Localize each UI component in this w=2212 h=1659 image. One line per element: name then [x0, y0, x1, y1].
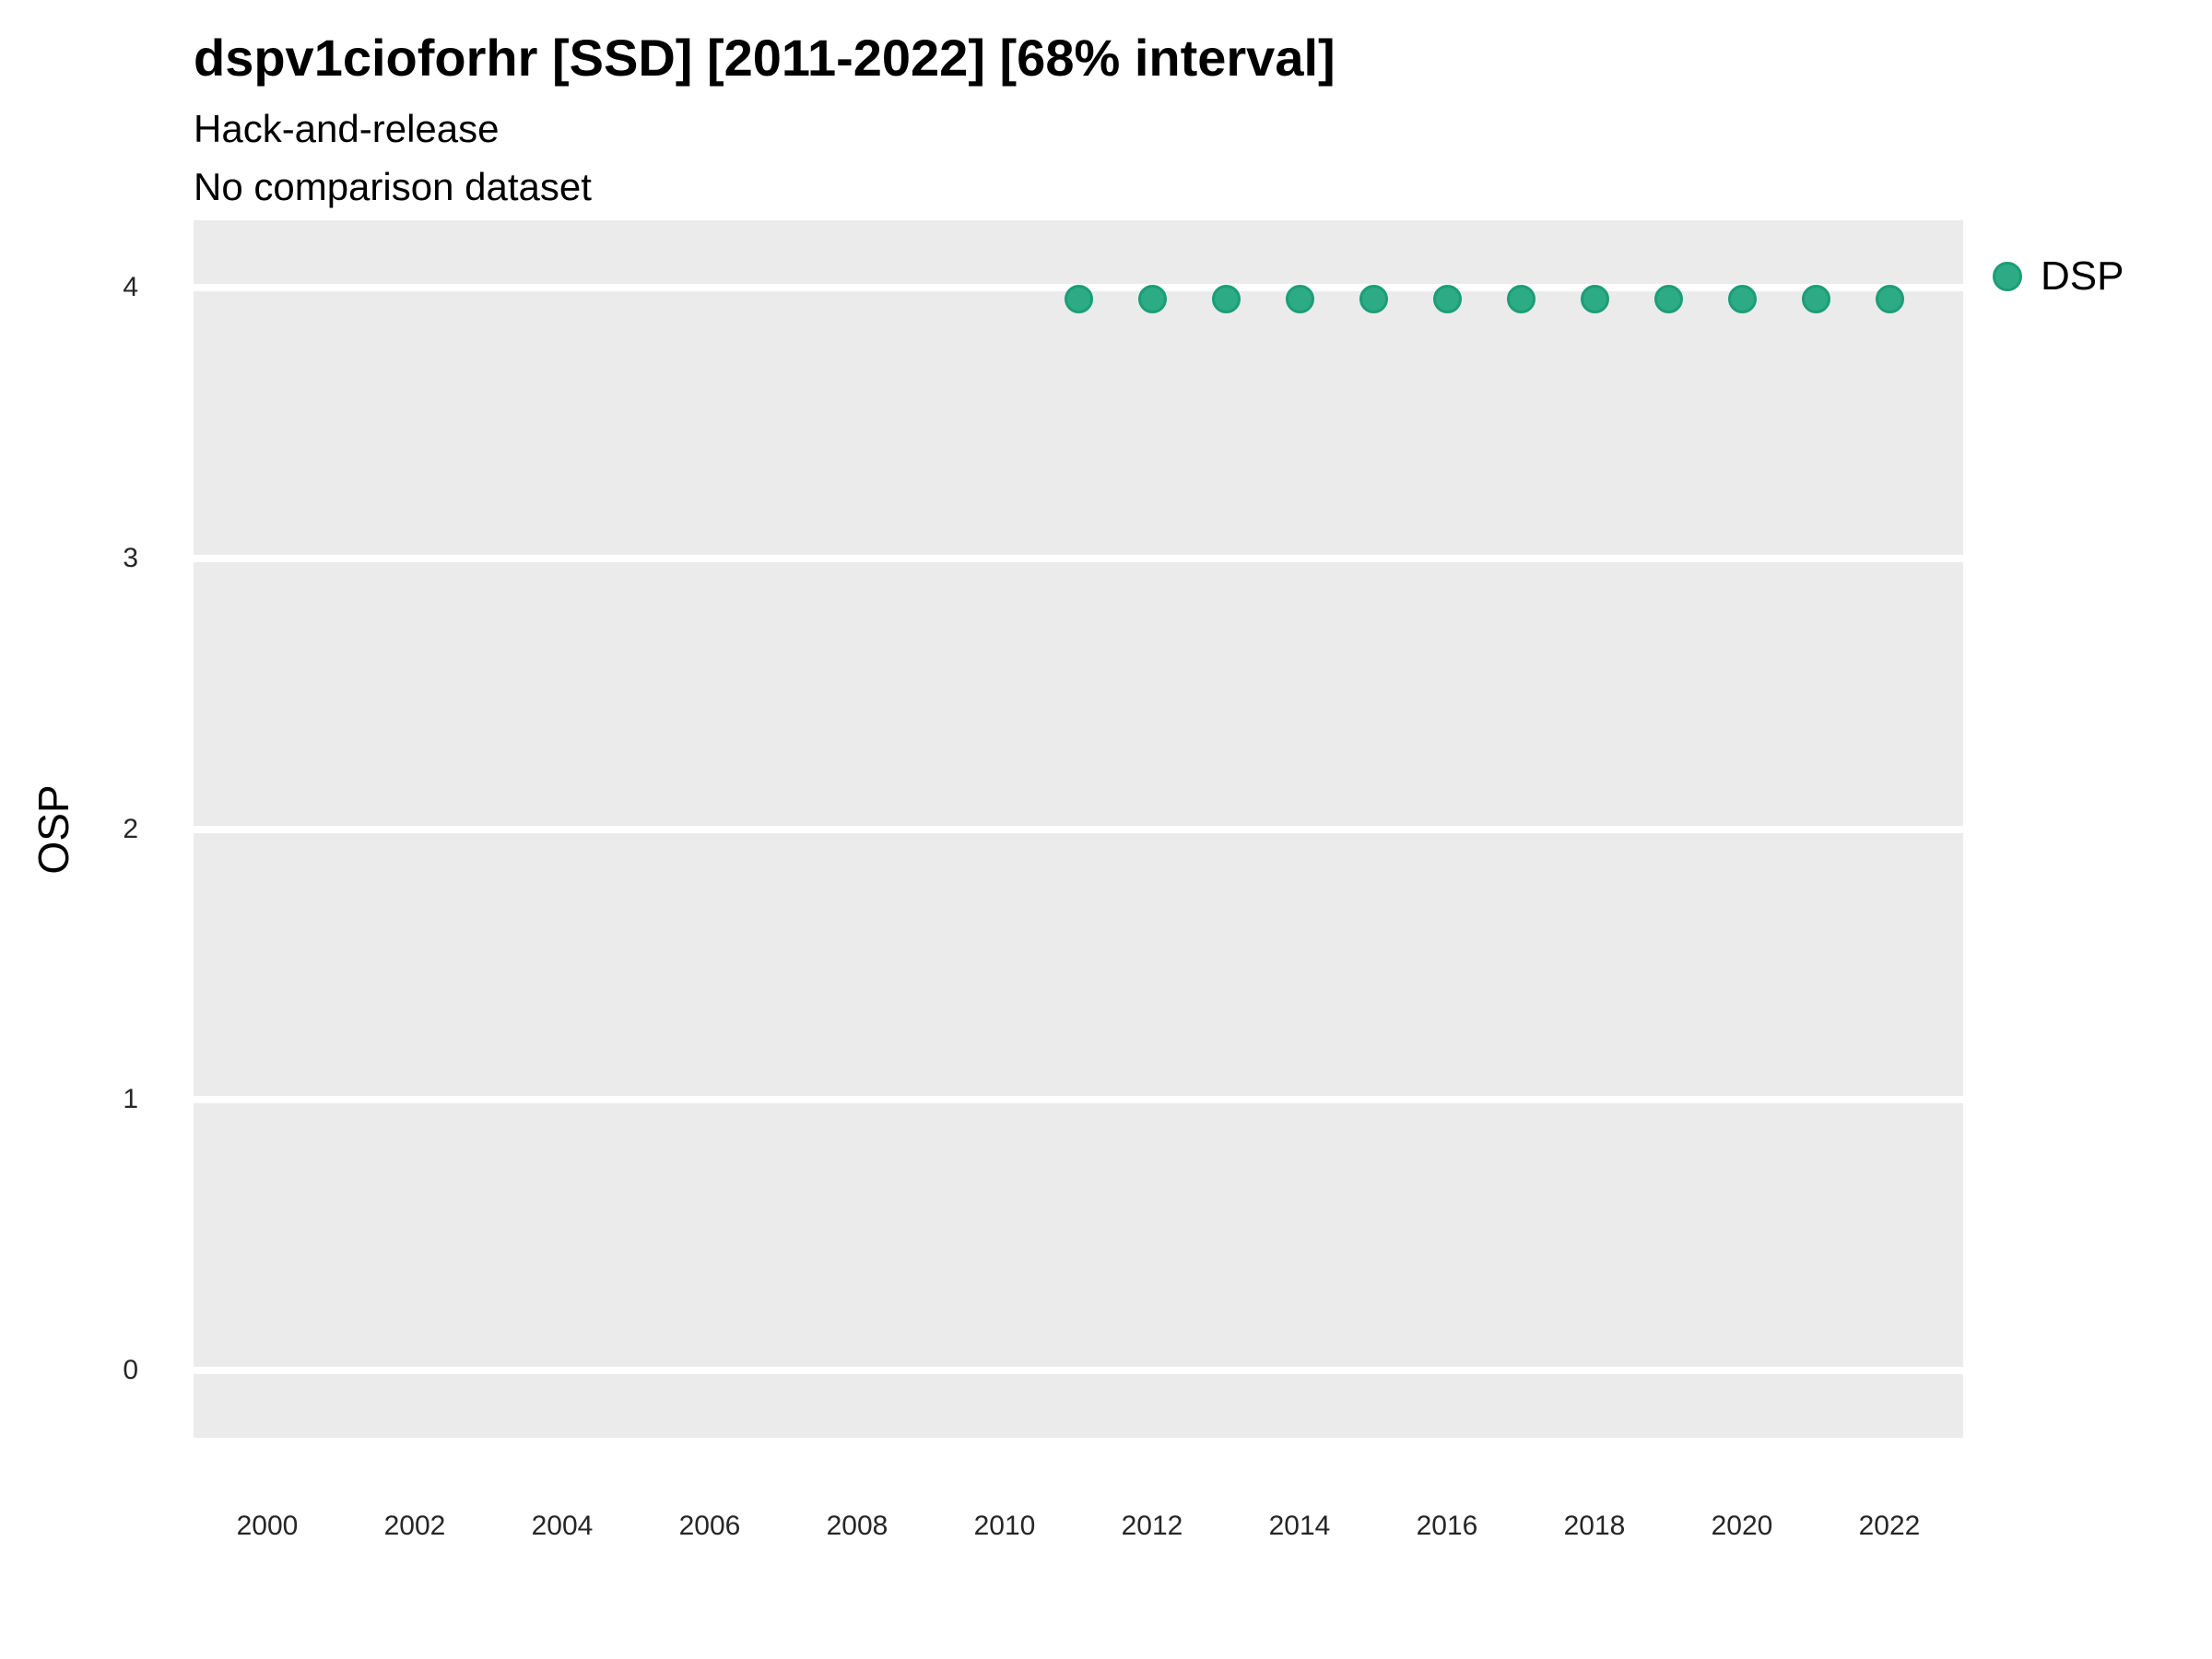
x-tick-label-2010: 2010	[973, 1511, 1036, 1541]
legend-point-swatch	[1993, 262, 2022, 291]
y-tick-label-3: 3	[123, 542, 138, 573]
x-tick-label-2004: 2004	[531, 1511, 594, 1541]
x-tick-label-2006: 2006	[678, 1511, 741, 1541]
x-tick-label-2000: 2000	[236, 1511, 299, 1541]
x-tick-label-2016: 2016	[1416, 1511, 1478, 1541]
data-point-DSP-2014	[1285, 284, 1314, 313]
legend-label: DSP	[2041, 253, 2124, 299]
chart-subtitle-line2: No comparison dataset	[194, 165, 592, 208]
x-tick-label-2008: 2008	[826, 1511, 888, 1541]
data-point-DSP-2021	[1801, 284, 1830, 313]
x-tick-label-2014: 2014	[1268, 1511, 1331, 1541]
data-point-DSP-2012	[1137, 284, 1167, 313]
data-point-DSP-2013	[1211, 284, 1241, 313]
data-point-DSP-2019	[1653, 284, 1683, 313]
legend: DSP	[1993, 250, 2124, 303]
y-tick-label-1: 1	[123, 1084, 138, 1115]
chart-subtitle-line1: Hack-and-release	[194, 107, 500, 150]
data-point-DSP-2016	[1432, 284, 1462, 313]
gridline-y-0	[194, 1366, 1963, 1374]
gridline-y-1	[194, 1096, 1963, 1104]
data-point-DSP-2022	[1875, 284, 1904, 313]
x-tick-label-2020: 2020	[1711, 1511, 1773, 1541]
gridline-y-3	[194, 554, 1963, 562]
data-point-DSP-2020	[1727, 284, 1757, 313]
x-tick-label-2018: 2018	[1563, 1511, 1626, 1541]
x-tick-label-2002: 2002	[383, 1511, 446, 1541]
data-point-DSP-2015	[1359, 284, 1388, 313]
gridline-y-2	[194, 825, 1963, 833]
data-point-DSP-2011	[1064, 284, 1093, 313]
chart-title: dspv1cioforhr [SSD] [2011-2022] [68% int…	[194, 29, 1335, 87]
x-tick-label-2022: 2022	[1858, 1511, 1921, 1541]
data-point-DSP-2018	[1580, 284, 1609, 313]
y-tick-label-0: 0	[123, 1354, 138, 1385]
x-tick-label-2012: 2012	[1121, 1511, 1183, 1541]
y-tick-label-2: 2	[123, 813, 138, 844]
y-tick-label-4: 4	[123, 272, 138, 303]
data-point-DSP-2017	[1506, 284, 1535, 313]
plot-panel	[194, 220, 1963, 1438]
